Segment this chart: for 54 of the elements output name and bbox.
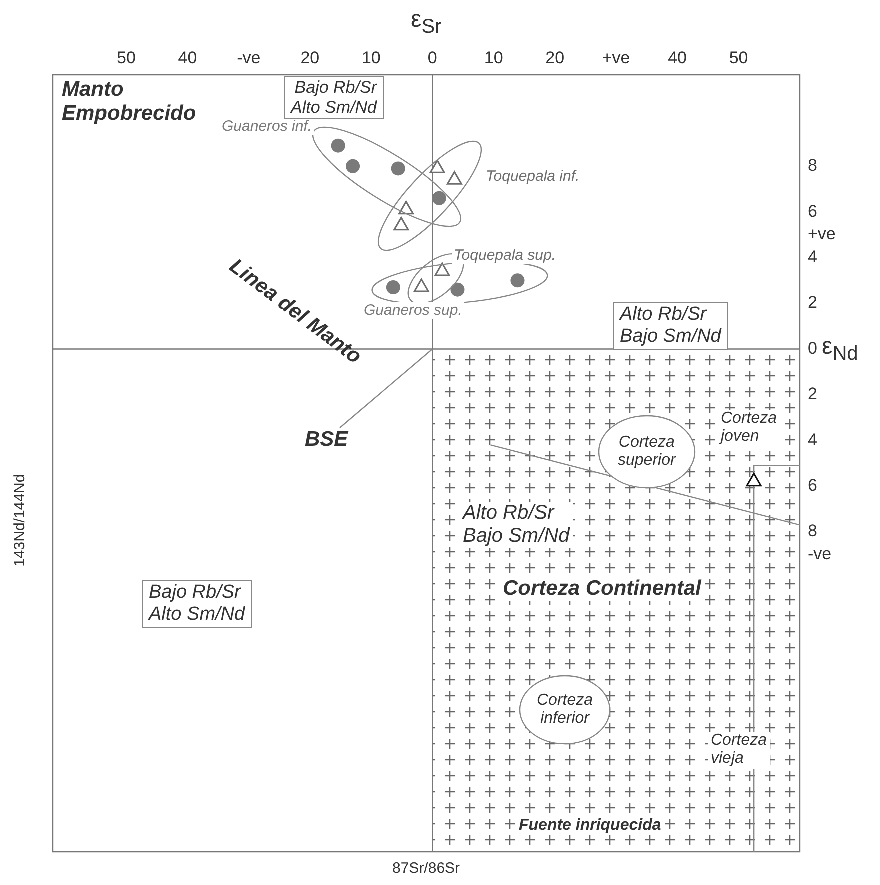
x-tick-label: -ve — [237, 48, 261, 68]
y-tick-label: 8 — [808, 156, 818, 176]
y-tick-label: 2 — [808, 384, 818, 404]
annotation: Bajo Rb/Sr Alto Sm/Nd — [284, 76, 384, 120]
annotation: Corteza superior — [618, 434, 676, 470]
point — [386, 280, 400, 295]
point — [434, 262, 450, 276]
y-axis-title: ε$_{Nd}$ — [822, 332, 858, 366]
annotation: Bajo Rb/Sr Alto Sm/Nd — [142, 580, 252, 628]
x-axis-title: ε$_{Sr}$ — [411, 6, 442, 39]
x-tick-label: 40 — [668, 48, 687, 68]
point — [510, 274, 525, 288]
annotation: Fuente inriquecida — [516, 817, 664, 836]
point — [398, 201, 414, 215]
point — [391, 162, 406, 176]
x-tick-label: 40 — [178, 48, 198, 68]
x-tick-label: 20 — [300, 48, 320, 68]
x-tick-label: 50 — [117, 48, 136, 68]
x-tick-label: 10 — [484, 48, 504, 68]
annotation: Corteza inferior — [537, 692, 594, 728]
point — [746, 472, 762, 487]
series-label: Guaneros sup. — [362, 302, 464, 320]
y-tick-label: 0 — [808, 338, 818, 358]
y-tick-label: 6 — [808, 476, 818, 496]
y-tick-label: 4 — [808, 248, 818, 267]
y-tick-label: -ve — [808, 544, 832, 564]
point — [414, 278, 430, 292]
annotation: Corteza joven — [718, 410, 780, 447]
x-tick-label: 50 — [729, 48, 748, 68]
y-tick-label: +ve — [808, 224, 836, 244]
annotation: Corteza vieja — [708, 732, 770, 769]
annotation: Corteza Continental — [500, 577, 704, 602]
y-tick-label: 6 — [808, 202, 818, 221]
point — [331, 138, 346, 153]
x-tick-label: 0 — [428, 48, 438, 68]
series-label: Guaneros inf. — [220, 118, 314, 136]
point — [450, 282, 465, 297]
text: 143Nd/144Nd — [11, 474, 28, 566]
y-tick-label: 4 — [808, 430, 818, 450]
x-tick-label: 20 — [546, 48, 565, 68]
x-tick-label: 10 — [362, 48, 381, 68]
y-tick-label: 8 — [808, 522, 818, 541]
point — [432, 191, 446, 206]
series-label: Toquepala sup. — [452, 247, 558, 264]
y-tick-label: 2 — [808, 293, 818, 312]
point — [394, 217, 410, 231]
annotation: Alto Rb/Sr Bajo Sm/Nd — [613, 302, 728, 350]
x-tick-label: +ve — [602, 48, 630, 68]
annotation: BSE — [305, 428, 348, 452]
annotation: Alto Rb/Sr Bajo Sm/Nd — [460, 502, 573, 548]
annotation: Manto Empobrecido — [62, 78, 196, 126]
series-label: Toquepala inf. — [484, 168, 582, 186]
point — [346, 159, 360, 174]
text: 87Sr/86Sr — [392, 860, 460, 878]
